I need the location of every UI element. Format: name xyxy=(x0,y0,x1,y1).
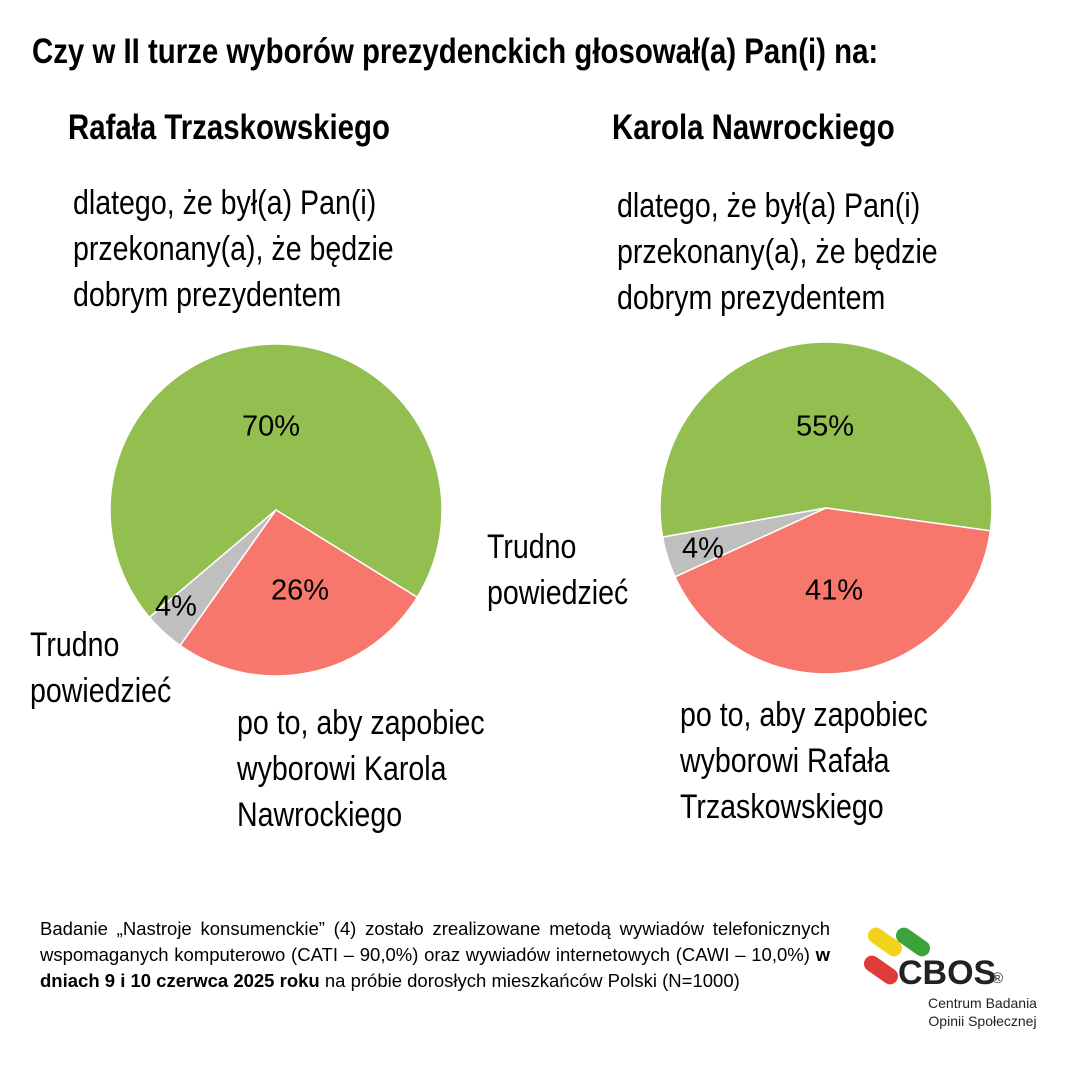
pie-slice xyxy=(659,341,993,538)
footer-text: Badanie „Nastroje konsumenckie” (4) zost… xyxy=(40,918,830,965)
footer-text: na próbie dorosłych mieszkańców Polski (… xyxy=(324,970,740,991)
value-label: 4% xyxy=(155,590,197,623)
pie-slice xyxy=(661,507,827,578)
logo-shape xyxy=(867,927,903,957)
pie-slice xyxy=(148,509,277,647)
page-title: Czy w II turze wyborów prezydenckich gło… xyxy=(32,32,879,71)
category-label: Trudno powiedzieć xyxy=(30,626,172,710)
chart-subtitle: Karola Nawrockiego xyxy=(612,108,895,147)
logo-subtitle: Centrum Badania Opinii Społecznej xyxy=(928,995,1037,1029)
chart-subtitle: Rafała Trzaskowskiego xyxy=(68,108,390,147)
category-label: po to, aby zapobiec wyborowi Rafała Trza… xyxy=(680,696,928,826)
pie-slice xyxy=(179,508,419,677)
value-label: 70% xyxy=(241,410,301,443)
value-label: 41% xyxy=(804,574,864,607)
pie-slice xyxy=(109,343,443,619)
logo-icon xyxy=(863,927,931,985)
category-label: Trudno powiedzieć xyxy=(487,528,629,612)
logo-name: CBOS xyxy=(898,954,997,992)
logo-shape xyxy=(863,955,899,985)
pie-slice xyxy=(673,507,992,675)
category-label: dlatego, że był(a) Pan(i) przekonany(a),… xyxy=(73,184,394,314)
logo-mark: ® xyxy=(992,970,1004,987)
value-label: 55% xyxy=(795,410,855,443)
footer-bold: w dniach 9 i 10 czerwca 2025 roku xyxy=(40,944,830,991)
logo-shape xyxy=(895,927,931,957)
value-label: 4% xyxy=(682,532,724,565)
category-label: po to, aby zapobiec wyborowi Karola Nawr… xyxy=(237,704,485,834)
value-label: 26% xyxy=(270,574,330,607)
category-label: dlatego, że był(a) Pan(i) przekonany(a),… xyxy=(617,187,938,317)
footer-note: Badanie „Nastroje konsumenckie” (4) zost… xyxy=(40,916,830,994)
